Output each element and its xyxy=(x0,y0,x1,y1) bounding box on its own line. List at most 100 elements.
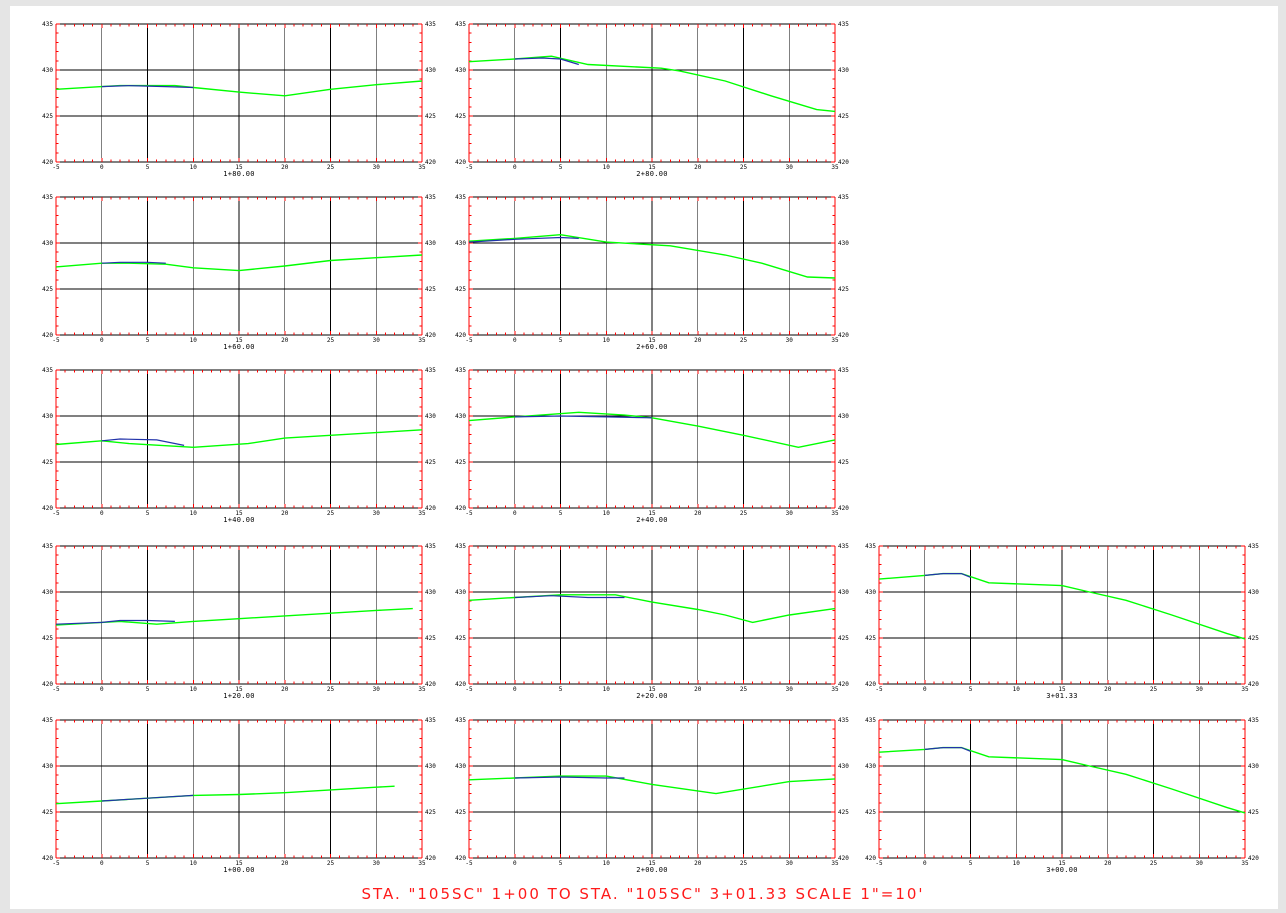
sheet-title: STA. "105SC" 1+00 TO STA. "105SC" 3+01.3… xyxy=(361,885,925,903)
x-tick-label: 0 xyxy=(923,860,927,867)
y-tick-label-left: 420 xyxy=(455,332,466,339)
proposed-grade-line xyxy=(468,236,579,243)
x-tick-label: 35 xyxy=(418,860,426,867)
y-tick-label-left: 425 xyxy=(455,286,466,293)
x-tick-label: 25 xyxy=(740,337,748,344)
y-tick-label-left: 430 xyxy=(42,67,53,74)
y-tick-label-left: 435 xyxy=(455,367,466,374)
x-tick-label: 10 xyxy=(603,686,611,693)
x-tick-label: 25 xyxy=(327,337,335,344)
x-tick-label: 35 xyxy=(831,860,839,867)
y-tick-label-right: 420 xyxy=(838,681,849,688)
proposed-grade-line xyxy=(101,794,194,802)
x-tick-label: 15 xyxy=(648,164,656,171)
x-tick-label: 5 xyxy=(559,860,563,867)
x-tick-label: 35 xyxy=(418,510,426,517)
proposed-grade-line xyxy=(924,746,971,752)
x-tick-label: 10 xyxy=(190,686,198,693)
x-tick-label: -5 xyxy=(52,510,60,517)
y-tick-label-right: 425 xyxy=(838,459,849,466)
y-tick-label-right: 425 xyxy=(425,113,436,120)
x-tick-label: 35 xyxy=(831,337,839,344)
y-tick-label-right: 430 xyxy=(838,67,849,74)
x-tick-label: 0 xyxy=(513,164,517,171)
x-tick-label: 35 xyxy=(1241,860,1249,867)
x-tick-label: 10 xyxy=(190,164,198,171)
x-tick-label: 5 xyxy=(146,164,150,171)
y-tick-label-right: 425 xyxy=(1248,809,1259,816)
y-tick-label-left: 435 xyxy=(865,717,876,724)
x-tick-label: 15 xyxy=(235,164,243,171)
x-tick-label: 35 xyxy=(831,510,839,517)
y-tick-label-right: 425 xyxy=(425,809,436,816)
x-tick-label: 25 xyxy=(740,686,748,693)
y-tick-label-right: 435 xyxy=(838,21,849,28)
x-tick-label: 20 xyxy=(281,337,289,344)
station-label: 2+00.00 xyxy=(636,866,668,874)
y-tick-label-left: 430 xyxy=(455,763,466,770)
y-tick-label-right: 420 xyxy=(838,159,849,166)
x-tick-label: -5 xyxy=(875,860,883,867)
proposed-grade-line xyxy=(101,84,194,89)
x-tick-label: 25 xyxy=(327,860,335,867)
y-tick-label-right: 425 xyxy=(425,459,436,466)
y-tick-label-right: 430 xyxy=(425,240,436,247)
x-tick-label: 35 xyxy=(831,686,839,693)
station-label: 1+60.00 xyxy=(223,343,255,351)
x-tick-label: 35 xyxy=(418,337,426,344)
x-tick-label: 0 xyxy=(513,510,517,517)
y-tick-label-right: 435 xyxy=(838,543,849,550)
y-tick-label-right: 435 xyxy=(425,717,436,724)
x-tick-label: 30 xyxy=(786,510,794,517)
y-tick-label-right: 435 xyxy=(425,367,436,374)
x-tick-label: 5 xyxy=(146,686,150,693)
y-tick-label-left: 425 xyxy=(42,459,53,466)
x-tick-label: -5 xyxy=(465,860,473,867)
station-label: 1+40.00 xyxy=(223,516,255,524)
x-tick-label: 30 xyxy=(373,510,381,517)
y-tick-label-left: 430 xyxy=(865,589,876,596)
y-tick-label-right: 435 xyxy=(1248,543,1259,550)
proposed-grade-line xyxy=(514,776,625,779)
x-tick-label: -5 xyxy=(465,686,473,693)
y-tick-label-right: 420 xyxy=(425,855,436,862)
station-label: 3+01.33 xyxy=(1046,692,1078,700)
x-tick-label: 10 xyxy=(603,164,611,171)
x-tick-label: 15 xyxy=(235,337,243,344)
x-tick-label: 25 xyxy=(1150,686,1158,693)
x-tick-label: 10 xyxy=(603,860,611,867)
x-tick-label: 20 xyxy=(694,164,702,171)
existing-ground-line xyxy=(55,254,423,272)
y-tick-label-left: 435 xyxy=(455,543,466,550)
y-tick-label-right: 430 xyxy=(1248,763,1259,770)
x-tick-label: 20 xyxy=(694,686,702,693)
x-tick-label: 5 xyxy=(559,337,563,344)
y-tick-label-right: 430 xyxy=(1248,589,1259,596)
x-tick-label: 5 xyxy=(146,337,150,344)
x-tick-label: 30 xyxy=(373,686,381,693)
y-tick-label-left: 425 xyxy=(42,113,53,120)
y-tick-label-right: 425 xyxy=(425,286,436,293)
x-tick-label: 20 xyxy=(281,860,289,867)
x-tick-label: 0 xyxy=(513,686,517,693)
x-tick-label: 25 xyxy=(327,510,335,517)
y-tick-label-right: 420 xyxy=(838,505,849,512)
y-tick-label-left: 435 xyxy=(42,717,53,724)
y-tick-label-right: 420 xyxy=(838,332,849,339)
station-label: 1+00.00 xyxy=(223,866,255,874)
station-label: 2+20.00 xyxy=(636,692,668,700)
y-tick-label-right: 430 xyxy=(838,240,849,247)
station-label: 2+60.00 xyxy=(636,343,668,351)
y-tick-label-left: 420 xyxy=(865,855,876,862)
x-tick-label: -5 xyxy=(875,686,883,693)
station-label: 2+80.00 xyxy=(636,170,668,178)
y-tick-label-left: 420 xyxy=(455,159,466,166)
